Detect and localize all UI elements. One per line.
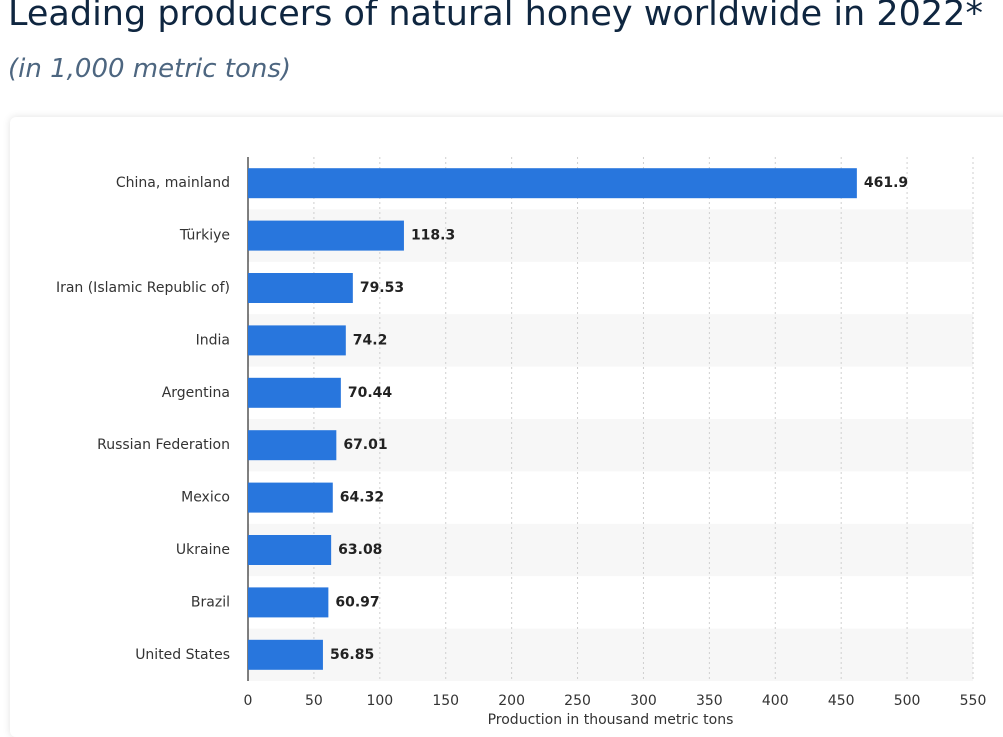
bar (248, 168, 857, 199)
row-band (248, 419, 973, 472)
value-label: 461.9 (864, 175, 908, 191)
x-tick-label: 550 (960, 693, 987, 709)
value-label: 74.2 (353, 332, 388, 348)
y-tick-label: Mexico (181, 490, 230, 506)
x-tick-label: 100 (366, 693, 393, 709)
y-tick-label: Türkiye (179, 228, 230, 244)
y-tick-label: Ukraine (176, 542, 230, 558)
value-label: 63.08 (338, 542, 382, 558)
x-tick-label: 50 (305, 693, 323, 709)
x-axis-label: Production in thousand metric tons (488, 712, 734, 725)
bar (248, 220, 404, 251)
row-band (248, 523, 973, 577)
bar (248, 430, 337, 461)
x-tick-label: 250 (564, 693, 591, 709)
row-band (248, 628, 973, 681)
bar (248, 639, 323, 670)
x-tick-label: 300 (630, 693, 657, 709)
y-tick-label: Russian Federation (97, 437, 230, 453)
y-tick-label: Brazil (191, 594, 230, 610)
value-label: 60.97 (335, 594, 379, 610)
value-label: 118.3 (411, 228, 455, 244)
y-tick-label: United States (135, 647, 230, 663)
x-tick-label: 450 (828, 693, 855, 709)
value-label: 64.32 (340, 490, 384, 506)
value-label: 67.01 (343, 437, 387, 453)
bar (248, 587, 329, 618)
value-label: 70.44 (348, 385, 393, 401)
row-band (248, 314, 973, 367)
value-label: 79.53 (360, 280, 404, 296)
y-tick-label: Iran (Islamic Republic of) (56, 280, 230, 296)
bar (248, 482, 333, 513)
chart-subtitle: (in 1,000 metric tons) (8, 54, 292, 84)
bar (248, 273, 353, 303)
x-tick-label: 150 (432, 693, 459, 709)
value-label: 56.85 (330, 647, 374, 663)
bar (248, 325, 346, 356)
chart-title: Leading producers of natural honey world… (8, 0, 983, 34)
bar (248, 377, 341, 408)
x-tick-label: 350 (696, 693, 723, 709)
y-tick-label: India (196, 332, 230, 348)
x-tick-label: 400 (762, 693, 789, 709)
y-tick-label: Argentina (162, 385, 230, 401)
x-tick-label: 200 (498, 693, 525, 709)
bar (248, 535, 332, 565)
x-tick-label: 0 (244, 693, 253, 709)
y-tick-label: China, mainland (116, 175, 230, 191)
x-tick-label: 500 (894, 693, 921, 709)
